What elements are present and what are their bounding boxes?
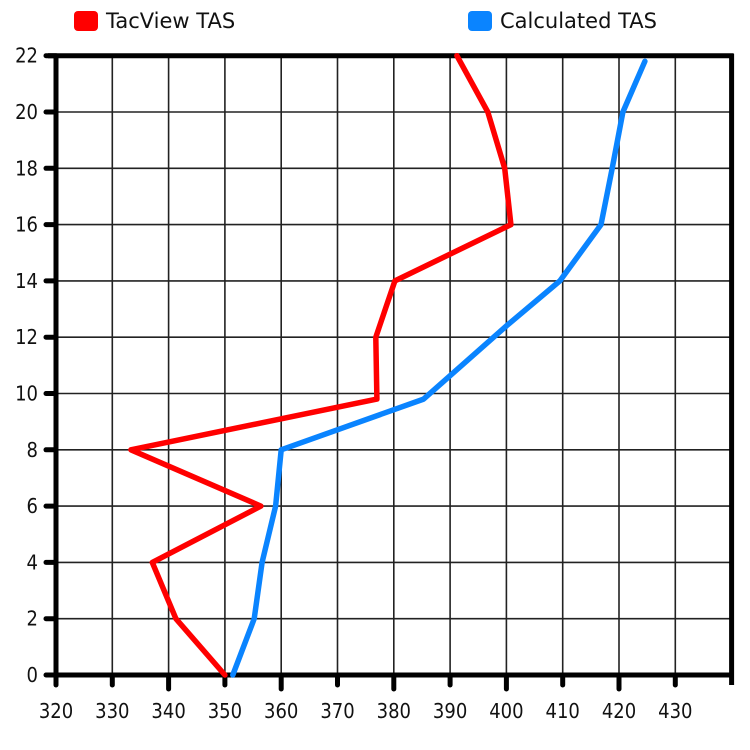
x-tick-label: 370 [320,699,354,723]
y-tick-label: 8 [27,438,38,462]
x-tick-label: 350 [208,699,242,723]
y-tick-label: 4 [27,550,38,574]
legend-label: Calculated TAS [500,9,657,33]
x-tick-label: 400 [489,699,523,723]
series-line-tacview-tas [128,52,514,678]
x-tick-label: 380 [377,699,411,723]
tick-labels: 320 330 340 350 360 370 380 390 400 410 420 430 0 2 4 6… [15,44,692,723]
y-tick-label: 6 [27,494,38,518]
x-tick-label: 360 [264,699,298,723]
legend-item-calculated: Calculated TAS [468,6,657,36]
y-tick-label: 18 [15,156,38,180]
x-tick-label: 320 [39,699,73,723]
x-tick-label: 410 [546,699,580,723]
y-tick-label: 12 [15,325,38,349]
y-tick-label: 22 [15,44,38,68]
x-tick-label: 330 [95,699,129,723]
legend-swatch-blue [468,11,492,31]
x-tick-label: 420 [602,699,636,723]
x-tick-label: 340 [151,699,185,723]
series [128,52,648,678]
legend-label: TacView TAS [106,9,236,33]
y-tick-label: 2 [27,607,38,631]
series-line-calculated-tas [230,58,648,678]
y-tick-label: 16 [15,213,38,237]
y-tick-label: 20 [15,100,38,124]
y-tick-label: 10 [15,382,38,406]
y-tick-label: 14 [15,269,38,293]
x-tick-label: 390 [433,699,467,723]
grid [56,55,732,675]
axes [43,53,735,692]
x-tick-label: 430 [658,699,692,723]
y-tick-label: 0 [27,663,38,687]
legend-item-tacview: TacView TAS [74,6,235,36]
legend-swatch-red [74,11,98,31]
